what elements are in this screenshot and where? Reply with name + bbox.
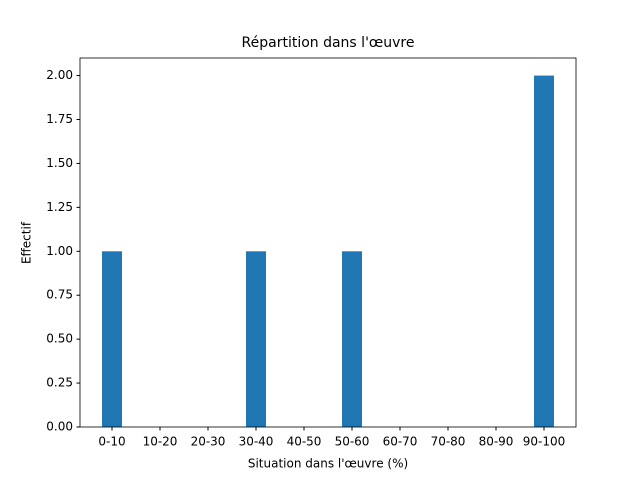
- x-tick-label: 10-20: [143, 435, 178, 449]
- x-tick-label: 70-80: [431, 435, 466, 449]
- y-tick-label: 0.25: [46, 376, 73, 390]
- y-tick-label: 2.00: [46, 68, 73, 82]
- bar: [246, 251, 266, 427]
- bar: [102, 251, 122, 427]
- x-tick-label: 50-60: [335, 435, 370, 449]
- y-tick-label: 1.75: [46, 112, 73, 126]
- x-tick-label: 0-10: [98, 435, 125, 449]
- y-tick-label: 1.50: [46, 156, 73, 170]
- x-tick-label: 20-30: [191, 435, 226, 449]
- y-axis-label: Effectif: [20, 221, 34, 264]
- x-tick-label: 90-100: [523, 435, 566, 449]
- bar: [534, 75, 554, 428]
- x-axis-label: Situation dans l'œuvre (%): [248, 457, 408, 471]
- bar: [342, 251, 362, 427]
- y-tick-label: 0.50: [46, 332, 73, 346]
- plot-frame: [79, 57, 577, 428]
- chart-title: Répartition dans l'œuvre: [242, 35, 415, 51]
- x-tick-label: 60-70: [383, 435, 418, 449]
- y-tick-label: 0.75: [46, 288, 73, 302]
- x-tick-label: 80-90: [479, 435, 514, 449]
- y-tick-label: 1.00: [46, 244, 73, 258]
- x-tick-label: 40-50: [287, 435, 322, 449]
- x-tick-label: 30-40: [239, 435, 274, 449]
- y-tick-label: 1.25: [46, 200, 73, 214]
- y-tick-label: 0.00: [46, 420, 73, 434]
